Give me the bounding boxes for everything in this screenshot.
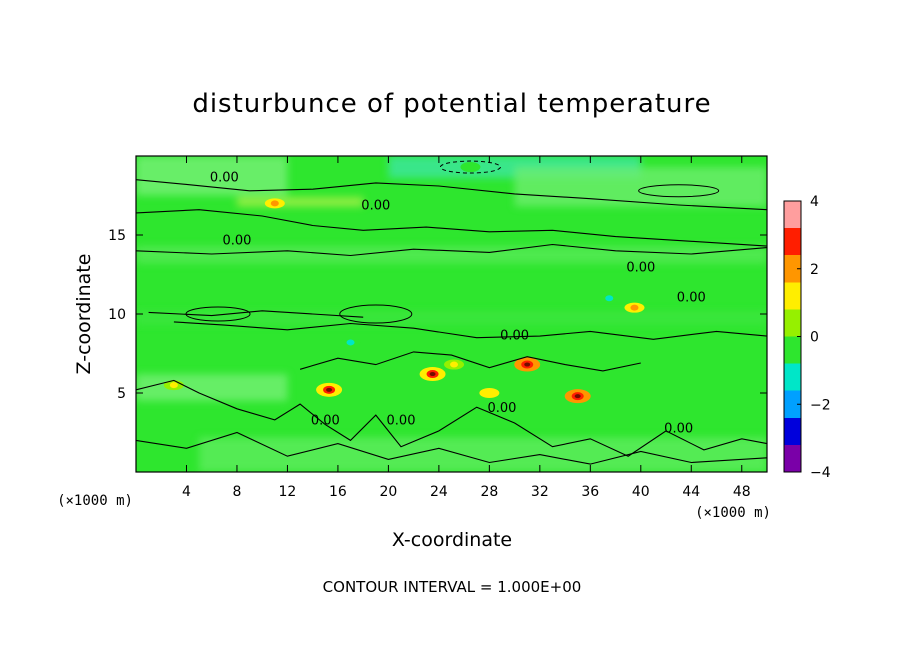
contour-label: 0.00 xyxy=(210,170,239,185)
anomaly-contour xyxy=(429,372,436,377)
contour-loop xyxy=(638,184,720,198)
contour-label: 0.00 xyxy=(664,422,693,437)
contour-loop xyxy=(185,306,251,322)
x-tick-label: 8 xyxy=(232,484,241,500)
contour-line xyxy=(173,321,767,340)
y-tick-label: 5 xyxy=(117,386,126,402)
y-tick-label: 15 xyxy=(108,228,126,244)
colorbar-tick-label: −4 xyxy=(810,465,831,481)
colorbar-tick-label: 0 xyxy=(810,330,819,346)
contour-label: 0.00 xyxy=(361,199,390,214)
colorbar-tick-label: 2 xyxy=(810,262,819,278)
field-band xyxy=(136,246,767,264)
contour-label: 0.00 xyxy=(626,260,655,275)
x-axis: 4 8 12 16 20 24 28 32 36 40 44 48 xyxy=(182,156,751,500)
x-unit-label-right: (×1000 m) xyxy=(695,505,771,521)
x-tick-label: 44 xyxy=(682,484,700,500)
negative-contour xyxy=(439,160,501,174)
x-tick-label: 40 xyxy=(632,484,650,500)
contour-label: 0.00 xyxy=(677,290,706,305)
field-band xyxy=(136,310,767,326)
x-tick-label: 32 xyxy=(531,484,549,500)
anomaly-core xyxy=(630,304,639,311)
anomaly-core xyxy=(466,164,475,171)
contour-label: 0.00 xyxy=(488,401,517,416)
contour-labels: 0.00 0.00 0.00 0.00 0.00 0.00 0.00 0.00 0.00 0.00 xyxy=(210,170,706,436)
anomaly-contour xyxy=(574,394,581,399)
contour-line xyxy=(136,243,767,257)
x-tick-label: 48 xyxy=(733,484,751,500)
contour-line xyxy=(136,379,767,457)
field-band xyxy=(236,197,364,207)
contour-label: 0.00 xyxy=(222,233,251,248)
x-tick-label: 28 xyxy=(480,484,498,500)
field-anomalies xyxy=(163,162,645,404)
contour-line xyxy=(136,431,767,465)
contour-line xyxy=(148,310,364,318)
x-tick-label: 12 xyxy=(279,484,297,500)
contour-line xyxy=(136,179,767,211)
x-axis-label: X-coordinate xyxy=(392,529,512,551)
anomaly-core xyxy=(169,382,178,389)
y-tick-label: 10 xyxy=(108,307,126,323)
anomaly-core xyxy=(270,200,279,207)
anomaly-contour xyxy=(326,387,333,392)
anomaly-core xyxy=(605,295,614,302)
x-tick-label: 36 xyxy=(581,484,599,500)
anomaly-core xyxy=(450,361,459,368)
anomaly-contour xyxy=(524,362,531,367)
contour-label: 0.00 xyxy=(500,328,529,343)
contour-label: 0.00 xyxy=(387,414,416,429)
contour-label: 0.00 xyxy=(311,414,340,429)
field-band xyxy=(136,374,288,401)
x-tick-label: 16 xyxy=(329,484,347,500)
contour-line xyxy=(299,351,641,372)
colorbar-tick-label: 4 xyxy=(810,194,819,210)
x-unit-label-left: (×1000 m) xyxy=(57,493,133,509)
x-tick-label: 4 xyxy=(182,484,191,500)
x-tick-label: 24 xyxy=(430,484,448,500)
y-axis: 5 10 15 xyxy=(108,228,767,402)
contour-interval-note: CONTOUR INTERVAL = 1.000E+00 xyxy=(323,578,582,596)
colorbar-tick-label: −2 xyxy=(810,397,831,413)
contour-line xyxy=(136,209,767,247)
field-band xyxy=(514,167,767,207)
plot-area: 0.00 0.00 0.00 0.00 0.00 0.00 0.00 0.00 0.00 0.00 xyxy=(136,156,767,472)
colorbar: 4 2 0 −2 −4 xyxy=(783,194,831,481)
x-tick-label: 20 xyxy=(379,484,397,500)
field-bands xyxy=(136,156,767,472)
contour-loop xyxy=(339,304,413,324)
contour-lines xyxy=(136,160,767,465)
y-axis-label: Z-coordinate xyxy=(73,254,95,375)
field-band xyxy=(136,156,288,196)
anomaly-core xyxy=(485,390,494,396)
chart-title: disturbunce of potential temperature xyxy=(192,89,711,119)
anomaly-core xyxy=(346,339,355,346)
